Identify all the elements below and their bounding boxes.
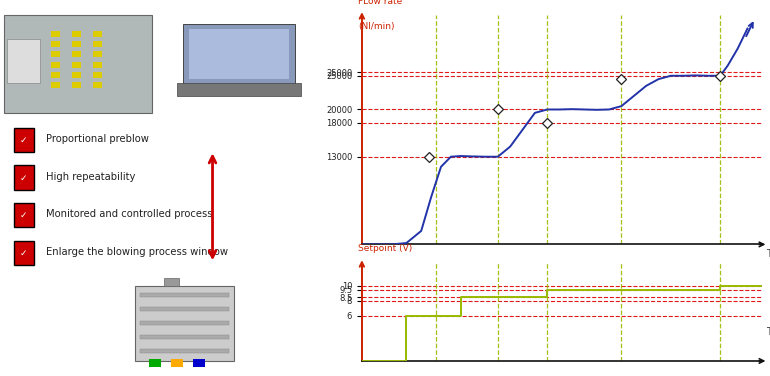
Bar (51, 52, 60, 57)
Bar (93, 82, 102, 88)
Bar (72, 62, 81, 68)
Text: ✓: ✓ (20, 211, 28, 220)
Bar (51, 41, 60, 47)
FancyBboxPatch shape (14, 128, 34, 152)
Bar (93, 52, 102, 57)
FancyBboxPatch shape (149, 359, 162, 367)
Text: Proportional preblow: Proportional preblow (46, 134, 149, 144)
Bar (72, 82, 81, 88)
Bar (51, 72, 60, 78)
FancyBboxPatch shape (14, 241, 34, 265)
Bar (51, 82, 60, 88)
Bar (51, 31, 60, 36)
Bar (93, 62, 102, 68)
FancyBboxPatch shape (14, 165, 34, 190)
FancyBboxPatch shape (183, 24, 295, 85)
FancyBboxPatch shape (135, 286, 234, 361)
Bar (72, 52, 81, 57)
Text: High repeatability: High repeatability (46, 172, 136, 182)
Text: ✓: ✓ (20, 249, 28, 258)
FancyBboxPatch shape (164, 278, 179, 286)
FancyBboxPatch shape (177, 83, 301, 96)
FancyBboxPatch shape (139, 307, 229, 311)
Text: Setpoint (V): Setpoint (V) (358, 244, 412, 253)
Text: FLow rate: FLow rate (358, 0, 402, 6)
Text: ✓: ✓ (20, 136, 28, 145)
Bar (93, 72, 102, 78)
Bar (93, 41, 102, 47)
Bar (72, 72, 81, 78)
Text: Time (ms): Time (ms) (766, 327, 770, 337)
Bar (72, 41, 81, 47)
Text: Time (ms): Time (ms) (766, 249, 770, 259)
FancyBboxPatch shape (189, 29, 289, 79)
Text: (Nl/min): (Nl/min) (358, 22, 394, 31)
Bar (93, 31, 102, 36)
FancyBboxPatch shape (139, 349, 229, 353)
Text: ✓: ✓ (20, 174, 28, 183)
FancyBboxPatch shape (139, 321, 229, 325)
FancyBboxPatch shape (139, 335, 229, 339)
FancyBboxPatch shape (171, 359, 183, 367)
Bar (72, 31, 81, 36)
FancyBboxPatch shape (139, 293, 229, 297)
Text: Enlarge the blowing process window: Enlarge the blowing process window (46, 247, 228, 257)
Bar (51, 62, 60, 68)
FancyBboxPatch shape (4, 15, 152, 113)
FancyBboxPatch shape (14, 203, 34, 227)
FancyBboxPatch shape (7, 39, 40, 83)
FancyBboxPatch shape (193, 359, 205, 367)
Text: Monitored and controlled process: Monitored and controlled process (46, 209, 213, 219)
